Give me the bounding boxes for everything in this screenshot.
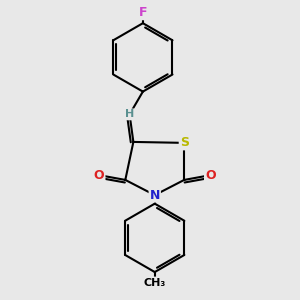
Text: CH₃: CH₃ xyxy=(144,278,166,287)
Text: O: O xyxy=(94,169,104,182)
Text: H: H xyxy=(125,110,134,119)
Text: O: O xyxy=(205,169,216,182)
Text: S: S xyxy=(180,136,189,149)
Text: N: N xyxy=(150,189,160,202)
Text: F: F xyxy=(139,6,147,19)
